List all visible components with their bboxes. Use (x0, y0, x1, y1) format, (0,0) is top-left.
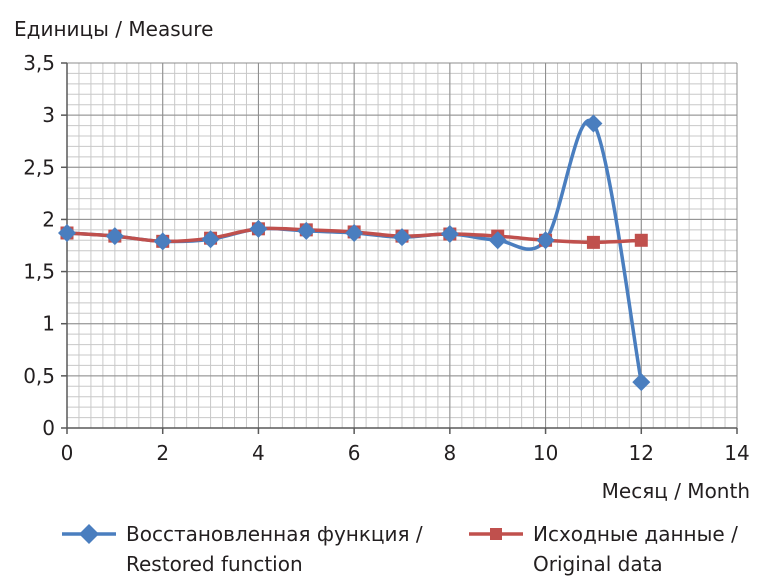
data-point-restored (488, 231, 507, 250)
data-point-original (586, 235, 600, 249)
y-tick-label: 3 (42, 103, 55, 127)
grid (66, 62, 738, 429)
legend-diamond-marker-icon (79, 524, 99, 544)
legend-label-original-line-1: Исходные данные / (533, 522, 738, 546)
y-axis-title: Единицы / Measure (14, 17, 213, 41)
legend-label-restored-line-1: Восстановленная функция / (126, 522, 423, 546)
axes (61, 62, 738, 434)
data-point-restored (393, 228, 411, 247)
x-tick-label: 0 (61, 441, 74, 465)
x-tick-label: 6 (348, 441, 361, 465)
x-axis-title: Месяц / Month (602, 479, 750, 503)
legend: Восстановленная функция / Restored funct… (62, 522, 738, 576)
data-point-restored (440, 225, 459, 244)
legend-label-original-line-2: Original data (533, 552, 663, 576)
data-point-restored (201, 230, 220, 249)
data-point-restored (584, 114, 603, 133)
x-tick-label: 12 (629, 441, 654, 465)
legend-item-original-data: Исходные данные / Original data (469, 522, 738, 576)
y-tick-label: 0 (42, 416, 55, 440)
y-tick-label: 0,5 (23, 364, 55, 388)
y-tick-label: 1,5 (23, 260, 55, 284)
legend-item-restored-function: Восстановленная функция / Restored funct… (62, 522, 423, 576)
data-point-restored (345, 223, 364, 242)
y-tick-label: 1 (42, 312, 55, 336)
x-tick-label: 4 (252, 441, 265, 465)
legend-square-marker-icon (490, 528, 502, 540)
y-tick-label: 2,5 (23, 155, 55, 179)
legend-label-restored-line-2: Restored function (126, 552, 303, 576)
x-tick-label: 8 (443, 441, 456, 465)
data-point-restored (153, 232, 172, 251)
x-tick-label: 14 (724, 441, 749, 465)
data-point-restored (58, 223, 76, 242)
data-point-restored (297, 221, 316, 240)
data-point-restored (536, 231, 555, 250)
series-markers (58, 114, 651, 392)
y-tick-label: 3,5 (23, 51, 55, 75)
data-point-original (634, 233, 648, 247)
data-point-restored (632, 373, 651, 392)
tick-labels: 0 0,5 1 1,5 2 2,5 3 3,5 0 2 4 6 8 10 12 14 (23, 51, 750, 465)
y-tick-label: 2 (42, 207, 55, 231)
x-tick-label: 10 (533, 441, 558, 465)
x-tick-label: 2 (156, 441, 169, 465)
data-point-restored (105, 227, 124, 246)
data-point-restored (249, 219, 268, 238)
